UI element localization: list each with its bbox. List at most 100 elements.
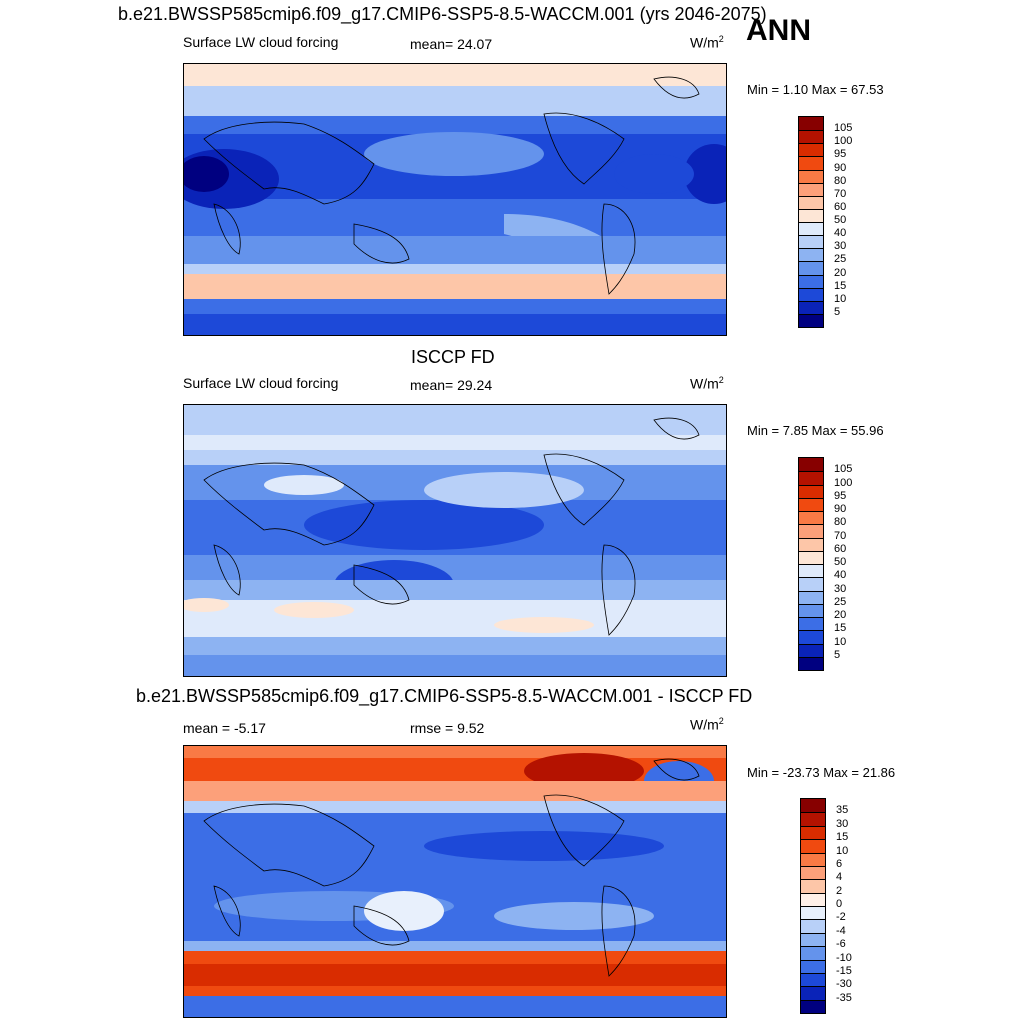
colorbar-swatch xyxy=(799,550,823,564)
colorbar-swatch xyxy=(799,208,823,222)
panel3-map xyxy=(183,745,727,1018)
colorbar-tick-label: -35 xyxy=(836,991,852,1004)
colorbar-tick-label: 105 xyxy=(834,122,853,135)
panel2-map xyxy=(183,404,727,677)
colorbar-swatch xyxy=(799,143,823,157)
colorbar-tick-label: 35 xyxy=(836,804,849,817)
colorbar-tick-label: 15 xyxy=(836,831,849,844)
colorbar-swatch xyxy=(799,497,823,511)
panel1-colorbar xyxy=(798,116,824,328)
colorbar-swatch xyxy=(799,235,823,249)
panel3-mean: mean = -5.17 xyxy=(183,720,266,736)
colorbar-tick-label: 40 xyxy=(834,569,847,582)
colorbar-swatch xyxy=(801,972,825,987)
colorbar-tick-label: 50 xyxy=(834,214,847,226)
colorbar-tick-label: 5 xyxy=(834,305,841,318)
colorbar-swatch xyxy=(799,590,823,604)
colorbar-tick-label: 100 xyxy=(834,476,853,489)
colorbar-swatch xyxy=(799,117,823,131)
colorbar-swatch xyxy=(799,537,823,551)
panel3-minmax: Min = -23.73 Max = 21.86 xyxy=(747,765,896,780)
colorbar-tick-label: 10 xyxy=(836,844,849,857)
colorbar-swatch xyxy=(799,643,823,657)
panel1-contour-field xyxy=(184,64,726,335)
colorbar-tick-label: -15 xyxy=(836,964,852,977)
colorbar-swatch xyxy=(799,248,823,262)
panel2-title: ISCCP FD xyxy=(411,347,495,367)
colorbar-tick-label: 95 xyxy=(834,148,847,161)
colorbar-swatch xyxy=(801,892,825,906)
colorbar-tick-label: 15 xyxy=(834,279,847,292)
colorbar-swatch xyxy=(799,511,823,525)
panel1-variable: Surface LW cloud forcing xyxy=(183,34,339,50)
colorbar-swatch xyxy=(799,182,823,196)
colorbar-swatch xyxy=(799,222,823,236)
colorbar-tick-label: 30 xyxy=(834,240,847,253)
panel2-units: W/m2 xyxy=(690,375,724,392)
colorbar-tick-label: 90 xyxy=(834,161,847,174)
colorbar-swatch xyxy=(801,839,825,853)
colorbar-tick-label: 90 xyxy=(834,503,847,515)
colorbar-tick-label: 80 xyxy=(834,516,847,529)
colorbar-swatch xyxy=(801,999,825,1013)
colorbar-swatch xyxy=(801,865,825,880)
colorbar-tick-label: 0 xyxy=(836,898,843,910)
colorbar-swatch xyxy=(799,313,823,327)
panel2-contour-field xyxy=(184,405,726,676)
panel1-units: W/m2 xyxy=(690,34,724,51)
colorbar-swatch xyxy=(799,630,823,644)
colorbar-swatch xyxy=(801,906,825,920)
colorbar-swatch xyxy=(801,932,825,947)
colorbar-tick-label: 80 xyxy=(834,174,847,187)
colorbar-swatch xyxy=(799,169,823,183)
panel2-variable: Surface LW cloud forcing xyxy=(183,375,339,391)
colorbar-swatch xyxy=(799,471,823,485)
colorbar-tick-label: 40 xyxy=(834,227,847,240)
top-title: b.e21.BWSSP585cmip6.f09_g17.CMIP6-SSP5-8… xyxy=(118,4,767,24)
colorbar-tick-label: 100 xyxy=(834,135,853,148)
colorbar-tick-label: -2 xyxy=(836,911,846,924)
colorbar-tick-label: 2 xyxy=(836,884,843,897)
colorbar-tick-label: 20 xyxy=(834,609,847,621)
colorbar-tick-label: 60 xyxy=(834,542,847,555)
colorbar-swatch xyxy=(801,825,825,840)
colorbar-swatch xyxy=(799,274,823,288)
colorbar-swatch xyxy=(799,656,823,670)
colorbar-swatch xyxy=(799,156,823,170)
colorbar-tick-label: 70 xyxy=(834,529,847,542)
colorbar-tick-label: 25 xyxy=(834,595,847,608)
colorbar-swatch xyxy=(801,919,825,933)
panel3-title: b.e21.BWSSP585cmip6.f09_g17.CMIP6-SSP5-8… xyxy=(136,686,753,706)
season-label: ANN xyxy=(746,14,811,47)
colorbar-swatch xyxy=(799,195,823,209)
colorbar-tick-label: -30 xyxy=(836,978,852,991)
colorbar-swatch xyxy=(799,130,823,144)
colorbar-swatch xyxy=(799,300,823,314)
colorbar-tick-label: 60 xyxy=(834,200,847,213)
colorbar-tick-label: 105 xyxy=(834,463,853,476)
colorbar-swatch xyxy=(801,986,825,1000)
panel3-contour-field xyxy=(184,746,726,1017)
colorbar-swatch xyxy=(801,879,825,893)
panel3-units: W/m2 xyxy=(690,716,724,733)
colorbar-tick-label: 15 xyxy=(834,622,847,635)
panel3-rmse: rmse = 9.52 xyxy=(410,720,485,736)
panel1-mean: mean= 24.07 xyxy=(410,36,493,52)
colorbar-tick-label: 6 xyxy=(836,857,843,870)
panel2-minmax: Min = 7.85 Max = 55.96 xyxy=(747,423,884,438)
panel3-colorbar xyxy=(800,798,826,1014)
colorbar-tick-label: 20 xyxy=(834,266,847,279)
colorbar-tick-label: 95 xyxy=(834,489,847,502)
panel2-colorbar xyxy=(798,457,824,671)
colorbar-swatch xyxy=(799,617,823,631)
colorbar-swatch xyxy=(801,959,825,973)
colorbar-tick-label: -6 xyxy=(836,938,846,951)
colorbar-tick-label: 50 xyxy=(834,556,847,568)
colorbar-swatch xyxy=(799,603,823,617)
colorbar-swatch xyxy=(799,577,823,591)
colorbar-swatch xyxy=(801,852,825,866)
colorbar-swatch xyxy=(799,484,823,498)
colorbar-tick-label: 30 xyxy=(836,817,849,830)
colorbar-tick-label: 30 xyxy=(834,582,847,595)
panel1-map xyxy=(183,63,727,336)
